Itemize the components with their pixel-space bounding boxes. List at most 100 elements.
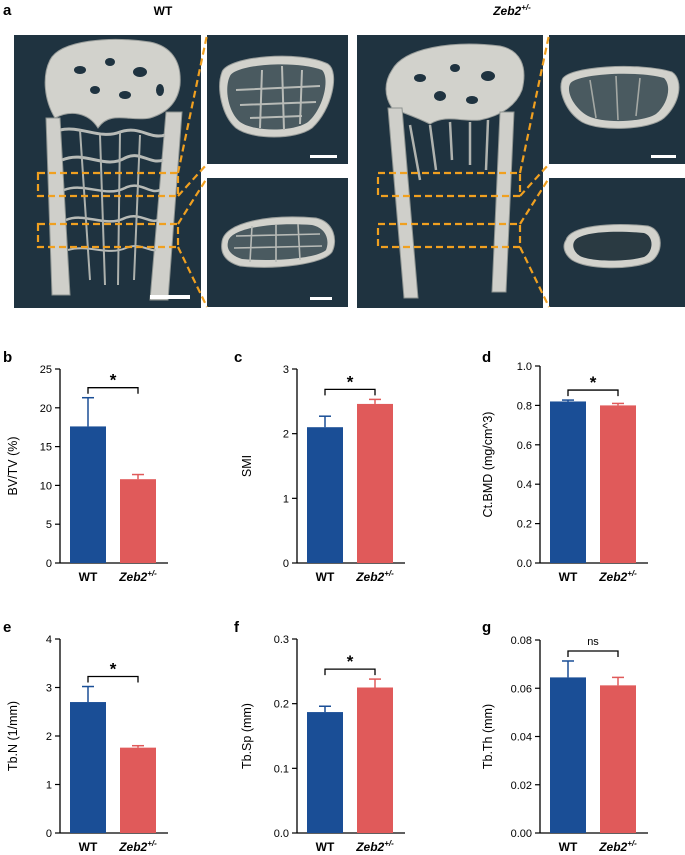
panel-letter-c: c	[234, 349, 242, 366]
chart-panel-e: e 0 1 2 3 4 Tb.N (1/mm) WT Zeb2+/- *	[3, 619, 168, 854]
bar-d-zeb2	[600, 405, 636, 563]
significance-mark-d: *	[590, 373, 597, 392]
zeb2-cross-section-lower	[549, 178, 685, 307]
significance-bracket-b	[87, 387, 139, 394]
y-tick-label-f: 0.3	[274, 634, 289, 646]
x-tick-label-c: WT	[316, 570, 335, 584]
significance-mark-f: *	[347, 652, 354, 671]
y-tick-label-e: 4	[46, 634, 52, 646]
y-tick-label-g: 0.00	[511, 828, 532, 840]
x-tick-label-g: Zeb2+/-	[598, 839, 637, 854]
wt-longitudinal-scan	[14, 35, 201, 308]
panel-letter-g: g	[482, 619, 491, 636]
y-axis-label-d: Ct.BMD (mg/cm^3)	[481, 412, 495, 518]
x-tick-label-e: Zeb2+/-	[118, 839, 157, 854]
y-tick-label-d: 0.0	[517, 558, 532, 570]
y-tick-label-e: 1	[46, 780, 52, 792]
bar-f-zeb2	[357, 687, 393, 833]
x-tick-label-f: Zeb2+/-	[355, 839, 394, 854]
significance-bracket-d	[567, 389, 619, 397]
y-axis-label-b: BV/TV (%)	[6, 436, 20, 495]
panel-letter-b: b	[3, 349, 12, 366]
panel-letter-a: a	[3, 2, 12, 19]
bar-d-wt	[550, 401, 586, 563]
significance-bracket-c	[324, 388, 376, 396]
wt-cross-section-upper	[207, 35, 348, 164]
bar-b-zeb2	[120, 479, 156, 563]
bar-c-wt	[307, 427, 343, 563]
y-tick-label-e: 0	[46, 828, 52, 840]
group-title-zeb2-text: Zeb2	[492, 4, 521, 18]
significance-mark-g: ns	[587, 636, 599, 648]
y-tick-label-d: 0.2	[517, 519, 532, 531]
y-tick-label-b: 15	[40, 442, 52, 454]
chart-panel-b: b 0 5 10 15 20 25 BV/TV (%) WT Zeb2+/- *	[3, 349, 168, 584]
significance-bracket-g	[567, 650, 619, 657]
significance-bracket-e	[87, 675, 139, 683]
x-tick-label-g: WT	[559, 840, 578, 854]
y-tick-label-e: 2	[46, 731, 52, 743]
x-tick-label-f: WT	[316, 840, 335, 854]
significance-mark-b: *	[110, 371, 117, 390]
y-tick-label-d: 0.8	[517, 400, 532, 412]
x-tick-label-c: Zeb2+/-	[355, 569, 394, 584]
region-highlights	[36, 34, 551, 308]
y-axis-label-c: SMI	[240, 455, 254, 477]
chart-panel-g: g 0.00 0.02 0.04 0.06 0.08 Tb.Th (mm) WT Zeb2+/-…	[481, 619, 648, 854]
bar-e-wt	[70, 702, 106, 833]
y-tick-label-g: 0.02	[511, 780, 532, 792]
y-tick-label-c: 2	[283, 429, 289, 441]
y-tick-label-b: 10	[40, 480, 52, 492]
y-tick-label-b: 25	[40, 364, 52, 376]
y-tick-label-d: 1.0	[517, 361, 532, 373]
panel-a: a WT Zeb2+/-	[3, 2, 685, 308]
y-tick-label-b: 5	[46, 519, 52, 531]
y-tick-label-g: 0.08	[511, 635, 532, 647]
bar-e-zeb2	[120, 747, 156, 833]
group-title-zeb2-sup: +/-	[521, 3, 531, 12]
y-tick-label-b: 0	[46, 558, 52, 570]
y-axis-label-f: Tb.Sp (mm)	[240, 703, 254, 769]
y-tick-label-f: 0.0	[274, 828, 289, 840]
bar-f-wt	[307, 712, 343, 833]
chart-panel-d: d 0.0 0.2 0.4 0.6 0.8 1.0 Ct.BMD (mg/cm^3) WT Zeb…	[481, 349, 648, 584]
y-axis-label-e: Tb.N (1/mm)	[6, 701, 20, 771]
y-tick-label-d: 0.4	[517, 479, 532, 491]
zeb2-longitudinal-scan	[357, 35, 543, 308]
y-tick-label-e: 3	[46, 683, 52, 695]
panel-letter-e: e	[3, 619, 11, 636]
y-tick-label-g: 0.04	[511, 732, 532, 744]
panel-letter-d: d	[482, 349, 491, 366]
y-tick-label-c: 0	[283, 558, 289, 570]
y-tick-label-c: 1	[283, 493, 289, 505]
x-tick-label-e: WT	[79, 840, 98, 854]
x-tick-label-d: WT	[559, 570, 578, 584]
significance-bracket-f	[324, 668, 376, 676]
y-axis-label-g: Tb.Th (mm)	[481, 704, 495, 769]
y-tick-label-f: 0.2	[274, 699, 289, 711]
bar-b-wt	[70, 426, 106, 563]
group-title-wt: WT	[154, 4, 173, 18]
chart-panel-f: f 0.0 0.1 0.2 0.3 Tb.Sp (mm) WT Zeb2+/- *	[234, 619, 405, 854]
zeb2-cross-section-upper	[549, 35, 685, 164]
y-tick-label-c: 3	[283, 364, 289, 376]
group-title-zeb2: Zeb2+/-	[492, 3, 531, 18]
x-tick-label-b: WT	[79, 570, 98, 584]
x-tick-label-b: Zeb2+/-	[118, 569, 157, 584]
bar-c-zeb2	[357, 403, 393, 563]
wt-scale-bar	[150, 295, 190, 299]
bar-g-wt	[550, 677, 586, 833]
x-tick-label-d: Zeb2+/-	[598, 569, 637, 584]
chart-panel-c: c 0 1 2 3 SMI WT Zeb2+/- *	[234, 349, 405, 584]
y-tick-label-b: 20	[40, 403, 52, 415]
panel-letter-f: f	[234, 619, 240, 636]
y-tick-label-f: 0.1	[274, 763, 289, 775]
significance-mark-e: *	[110, 660, 117, 679]
y-tick-label-d: 0.6	[517, 440, 532, 452]
wt-cross-section-lower	[207, 178, 348, 307]
significance-mark-c: *	[347, 372, 354, 391]
y-tick-label-g: 0.06	[511, 683, 532, 695]
bar-g-zeb2	[600, 685, 636, 833]
